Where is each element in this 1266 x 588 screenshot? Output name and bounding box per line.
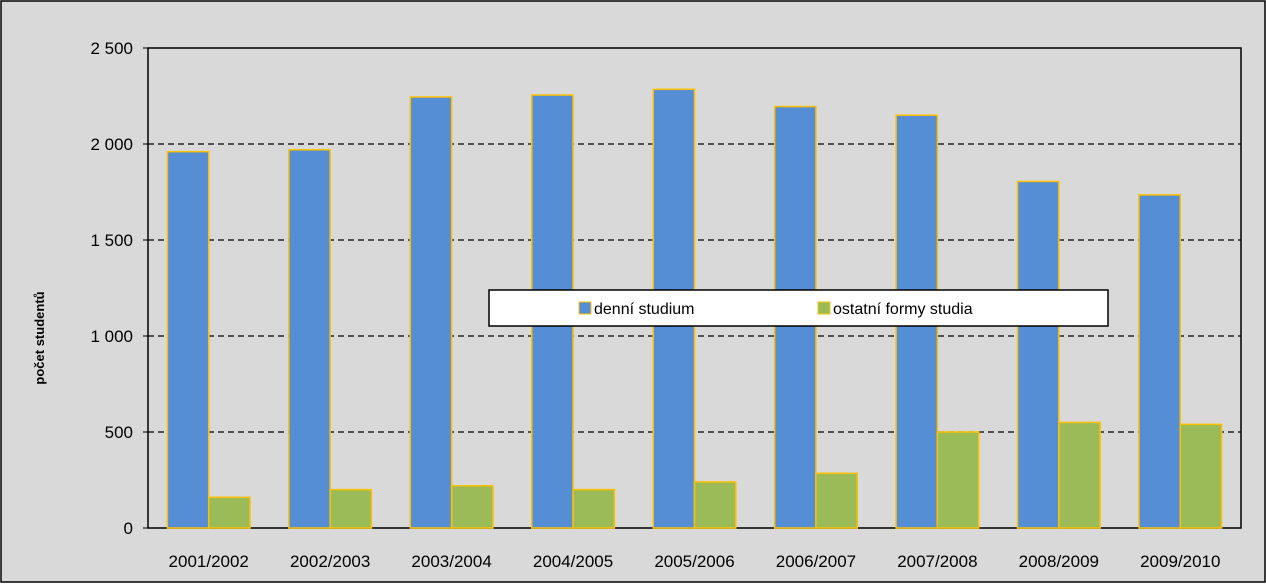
- bar-ostatni-formy-studia: [815, 472, 858, 529]
- y-tick-labels: 0 500 1 000 1 500 2 000 2 500: [90, 39, 148, 538]
- legend: denní studium ostatní formy studia: [488, 289, 1109, 327]
- x-tick-label: 2003/2004: [411, 552, 491, 571]
- bar-denni-studium: [409, 96, 453, 529]
- x-tick-label: 2008/2009: [1019, 552, 1099, 571]
- legend-box: [488, 289, 1109, 327]
- bar-denni-studium: [1138, 194, 1182, 529]
- y-tick-label: 0: [124, 519, 133, 538]
- y-tick-label: 1 000: [90, 327, 133, 346]
- x-tick-label: 2005/2006: [654, 552, 734, 571]
- legend-label-denni-studium: denní studium: [594, 301, 695, 318]
- bar-ostatni-formy-studia: [572, 488, 616, 529]
- y-tick-label: 500: [105, 423, 133, 442]
- bar-ostatni-formy-studia: [693, 481, 737, 529]
- bar-ostatni-formy-studia: [936, 431, 980, 529]
- y-tick-label: 2 500: [90, 39, 133, 58]
- legend-swatch-ostatni-formy-studia: [817, 301, 831, 315]
- x-tick-labels: 2001/2002 2002/2003 2003/2004 2004/2005 2005…: [169, 552, 1221, 571]
- y-tick-label: 2 000: [90, 135, 133, 154]
- bar-ostatni-formy-studia: [450, 485, 494, 529]
- y-tick-label: 1 500: [90, 231, 133, 250]
- bar-denni-studium: [288, 149, 331, 529]
- bar-denni-studium: [1016, 180, 1060, 529]
- bar-ostatni-formy-studia: [1179, 423, 1223, 529]
- x-tick-label: 2004/2005: [533, 552, 613, 571]
- x-tick-label: 2001/2002: [169, 552, 249, 571]
- bar-ostatni-formy-studia: [207, 496, 251, 529]
- x-tick-label: 2009/2010: [1140, 552, 1220, 571]
- x-tick-label: 2002/2003: [290, 552, 370, 571]
- bar-ostatni-formy-studia: [329, 488, 373, 529]
- bar-denni-studium: [166, 150, 210, 529]
- legend-label-ostatni-formy-studia: ostatní formy studia: [833, 301, 973, 318]
- x-tick-label: 2006/2007: [776, 552, 856, 571]
- bar-ostatni-formy-studia: [1058, 421, 1101, 529]
- y-axis-label: počet studentů: [32, 291, 47, 384]
- x-tick-label: 2007/2008: [897, 552, 977, 571]
- legend-swatch-denni-studium: [578, 301, 592, 315]
